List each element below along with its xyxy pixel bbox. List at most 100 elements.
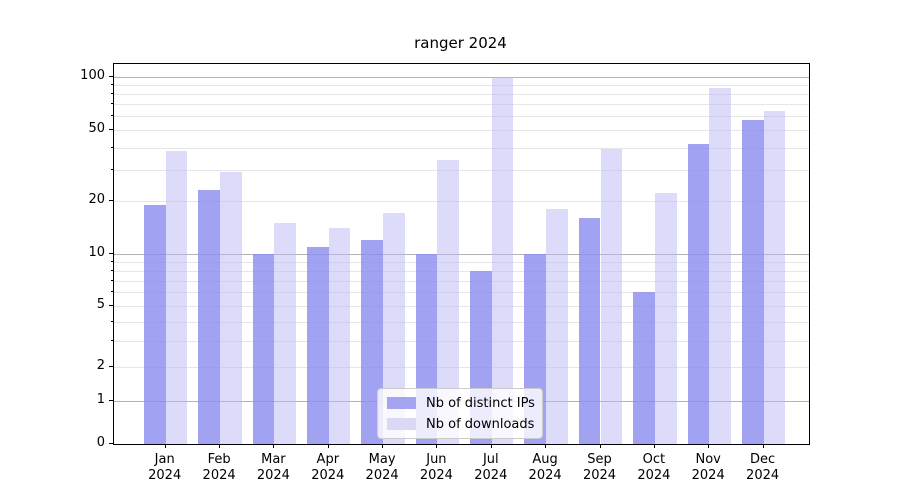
bar-downloads-mar — [274, 222, 297, 444]
bar-distinct-ips-oct — [633, 292, 655, 444]
ytick-label-100: 100 — [80, 68, 105, 83]
gridline-minor-80 — [114, 94, 809, 96]
ytick-mark-2 — [109, 366, 113, 367]
ytick-minor-mark-90 — [111, 84, 113, 86]
bar-downloads-dec — [763, 111, 786, 444]
bar-downloads-may — [383, 213, 405, 444]
xtick-label-may: May 2024 — [365, 452, 399, 483]
bar-distinct-ips-nov — [687, 143, 710, 444]
legend-row-distinct-ips: Nb of distinct IPs — [378, 395, 542, 412]
gridline-minor-30 — [114, 169, 809, 171]
bar-downloads-jan — [165, 151, 188, 444]
xtick-mark-may — [382, 444, 384, 448]
ytick-label-20: 20 — [88, 191, 105, 207]
gridline-minor-3 — [114, 341, 809, 343]
ytick-minor-mark-40 — [111, 146, 113, 148]
xtick-mark-aug — [545, 444, 547, 448]
xtick-label-apr: Apr 2024 — [311, 452, 345, 483]
ytick-label-50: 50 — [88, 121, 105, 137]
bar-downloads-oct — [654, 193, 677, 444]
gridline-minor-20 — [114, 200, 809, 202]
xtick-mark-apr — [327, 444, 329, 448]
gridline-minor-9 — [114, 261, 809, 263]
xtick-mark-oct — [653, 444, 655, 448]
legend-swatch-downloads-icon — [387, 418, 416, 430]
xtick-label-oct: Oct 2024 — [637, 452, 671, 483]
ytick-minor-mark-6 — [111, 291, 113, 293]
ytick-label-5: 5 — [96, 296, 105, 312]
gridline-minor-40 — [114, 147, 809, 149]
ytick-minor-mark-60 — [111, 115, 113, 117]
bar-distinct-ips-mar — [252, 253, 275, 444]
bar-downloads-sep — [600, 149, 623, 444]
gridline-minor-60 — [114, 116, 809, 118]
bar-downloads-aug — [546, 208, 568, 444]
gridline-major-100 — [114, 77, 809, 78]
xtick-label-jun: Jun 2024 — [419, 452, 453, 483]
legend-row-downloads: Nb of downloads — [378, 416, 542, 433]
xtick-label-sep: Sep 2024 — [582, 452, 617, 483]
xtick-label-mar: Mar 2024 — [256, 452, 290, 483]
ytick-label-2: 2 — [96, 358, 105, 373]
ytick-mark-5 — [109, 304, 113, 306]
xtick-mark-sep — [599, 444, 601, 448]
legend-label-downloads: Nb of downloads — [426, 416, 535, 432]
xtick-mark-dec — [762, 444, 764, 448]
xtick-mark-nov — [708, 444, 710, 448]
gridline-minor-8 — [114, 270, 809, 272]
bar-distinct-ips-feb — [198, 190, 221, 444]
bar-downloads-apr — [328, 228, 351, 444]
gridline-minor-5 — [114, 305, 809, 307]
ytick-minor-mark-4 — [111, 320, 113, 322]
ytick-mark-0 — [109, 443, 113, 444]
xtick-label-jan: Jan 2024 — [148, 452, 182, 483]
gridline-minor-70 — [114, 104, 809, 106]
bar-downloads-nov — [709, 87, 731, 444]
chart-title: ranger 2024 — [414, 34, 507, 52]
ytick-minor-mark-8 — [111, 269, 113, 271]
ytick-minor-mark-80 — [111, 93, 113, 95]
gridline-minor-7 — [114, 280, 809, 282]
bar-downloads-jul — [491, 77, 514, 444]
ytick-label-10: 10 — [88, 244, 105, 260]
bar-downloads-jun — [437, 160, 460, 444]
gridline-minor-2 — [114, 367, 809, 368]
xtick-label-dec: Dec 2024 — [746, 452, 780, 483]
xtick-mark-jul — [490, 444, 492, 448]
ytick-label-1: 1 — [96, 392, 105, 407]
ytick-label-0: 0 — [96, 435, 105, 450]
gridline-minor-90 — [114, 85, 809, 87]
ytick-minor-mark-7 — [111, 279, 113, 281]
bar-downloads-feb — [220, 172, 242, 444]
xtick-label-jul: Jul 2024 — [474, 452, 508, 483]
ytick-minor-mark-3 — [111, 340, 113, 342]
ytick-minor-mark-30 — [111, 168, 113, 170]
bar-distinct-ips-jan — [144, 204, 166, 444]
xtick-mark-feb — [219, 444, 221, 448]
legend: Nb of distinct IPs Nb of downloads — [377, 388, 543, 439]
xtick-label-aug: Aug 2024 — [528, 452, 562, 483]
xtick-mark-jun — [436, 444, 438, 448]
xtick-mark-mar — [273, 444, 275, 448]
xtick-label-feb: Feb 2024 — [202, 452, 236, 483]
ytick-mark-100 — [109, 76, 113, 77]
bar-distinct-ips-sep — [578, 217, 601, 444]
ytick-mark-10 — [109, 252, 113, 254]
ytick-mark-50 — [109, 129, 113, 131]
legend-label-distinct-ips: Nb of distinct IPs — [426, 395, 535, 411]
ytick-minor-mark-9 — [111, 260, 113, 262]
legend-swatch-distinct-ips-icon — [387, 397, 416, 409]
bar-distinct-ips-apr — [307, 246, 329, 444]
ytick-minor-mark-70 — [111, 103, 113, 105]
ytick-mark-1 — [109, 400, 113, 401]
bar-distinct-ips-dec — [741, 120, 764, 444]
ytick-mark-20 — [109, 199, 113, 201]
gridline-minor-6 — [114, 292, 809, 294]
plot-area — [113, 63, 810, 445]
xtick-label-nov: Nov 2024 — [691, 452, 725, 483]
gridline-minor-4 — [114, 321, 809, 323]
gridline-major-10 — [114, 253, 809, 255]
gridline-minor-50 — [114, 130, 809, 132]
xtick-mark-jan — [164, 444, 166, 448]
